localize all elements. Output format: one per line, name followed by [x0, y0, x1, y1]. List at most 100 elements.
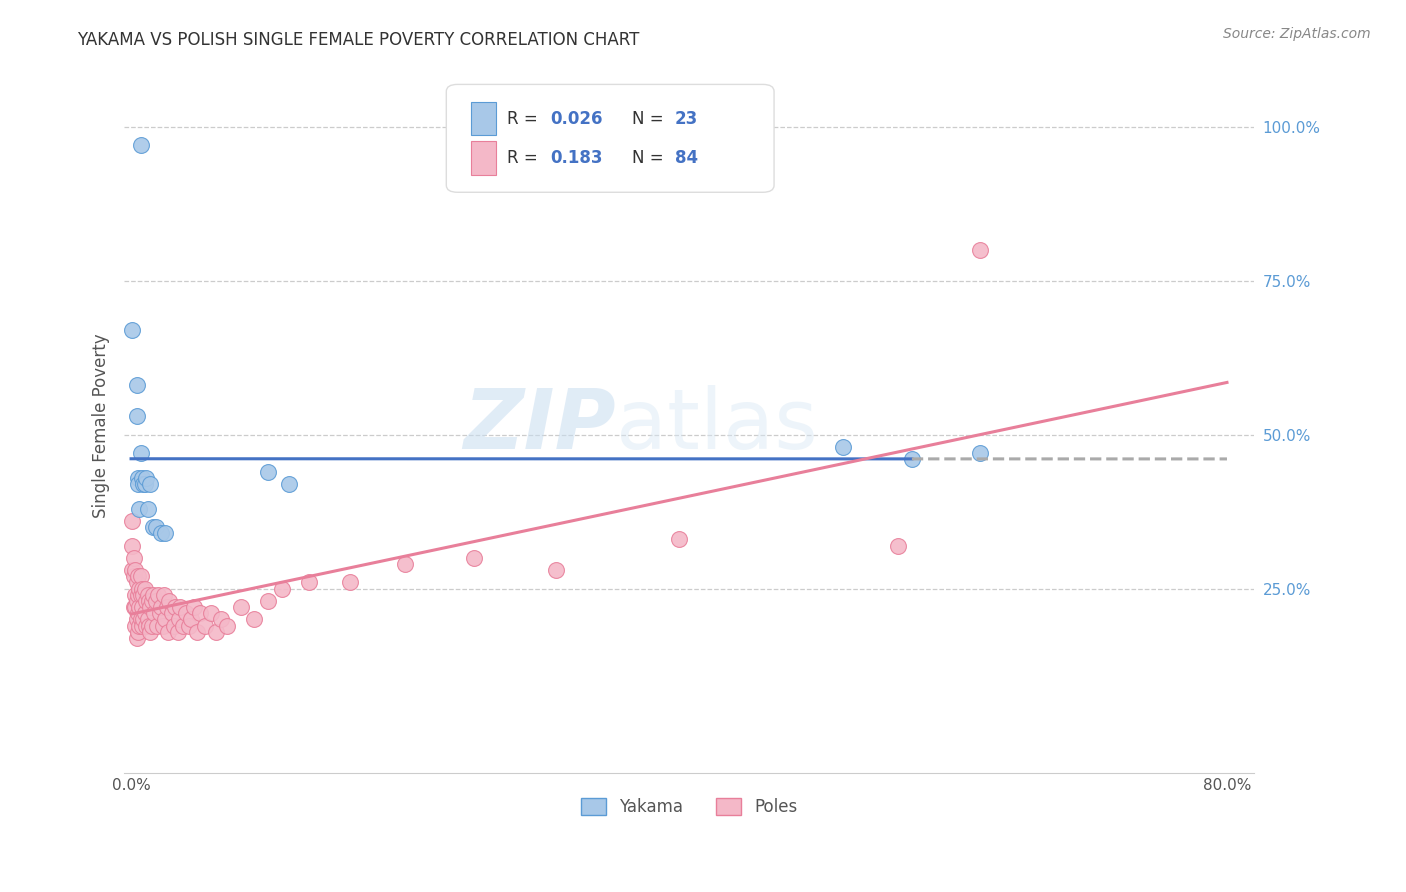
- Point: [887, 539, 910, 553]
- Point: [136, 588, 159, 602]
- Point: [139, 477, 162, 491]
- Point: [132, 612, 155, 626]
- Point: [124, 618, 146, 632]
- Point: [131, 471, 153, 485]
- Y-axis label: Single Female Poverty: Single Female Poverty: [93, 333, 110, 517]
- Text: 0.183: 0.183: [550, 149, 603, 167]
- Point: [141, 618, 163, 632]
- Point: [127, 624, 149, 639]
- Point: [125, 409, 148, 424]
- Point: [121, 323, 143, 337]
- Point: [177, 618, 200, 632]
- Point: [134, 607, 156, 621]
- FancyBboxPatch shape: [471, 142, 496, 175]
- Point: [186, 624, 208, 639]
- Point: [160, 607, 183, 621]
- Point: [668, 533, 690, 547]
- Point: [155, 612, 177, 626]
- Point: [121, 563, 143, 577]
- Point: [205, 624, 228, 639]
- Point: [148, 588, 170, 602]
- Point: [298, 575, 321, 590]
- Text: 0.026: 0.026: [550, 110, 603, 128]
- Point: [127, 569, 149, 583]
- Point: [159, 594, 181, 608]
- Point: [124, 600, 146, 615]
- Point: [969, 243, 991, 257]
- Point: [124, 588, 146, 602]
- Point: [132, 477, 155, 491]
- Text: YAKAMA VS POLISH SINGLE FEMALE POVERTY CORRELATION CHART: YAKAMA VS POLISH SINGLE FEMALE POVERTY C…: [77, 31, 640, 49]
- Point: [136, 501, 159, 516]
- Point: [152, 618, 174, 632]
- Point: [200, 607, 222, 621]
- Point: [157, 624, 180, 639]
- Point: [270, 582, 292, 596]
- Point: [128, 582, 150, 596]
- Point: [143, 607, 166, 621]
- Point: [127, 471, 149, 485]
- FancyBboxPatch shape: [471, 102, 496, 136]
- Point: [166, 624, 188, 639]
- Text: 23: 23: [675, 110, 697, 128]
- Point: [142, 520, 165, 534]
- Point: [129, 588, 152, 602]
- Point: [121, 514, 143, 528]
- Point: [215, 618, 238, 632]
- Point: [142, 588, 165, 602]
- Point: [122, 550, 145, 565]
- Point: [463, 550, 485, 565]
- Point: [211, 612, 233, 626]
- Point: [172, 618, 194, 632]
- Point: [832, 440, 855, 454]
- Point: [138, 594, 160, 608]
- Point: [134, 477, 156, 491]
- Point: [125, 575, 148, 590]
- Point: [163, 600, 186, 615]
- Point: [174, 607, 197, 621]
- Point: [149, 607, 172, 621]
- Point: [145, 520, 167, 534]
- Point: [257, 465, 280, 479]
- Point: [139, 600, 162, 615]
- Point: [122, 569, 145, 583]
- Point: [969, 446, 991, 460]
- Point: [180, 612, 202, 626]
- Text: N =: N =: [631, 110, 668, 128]
- Point: [139, 624, 162, 639]
- Point: [129, 446, 152, 460]
- Point: [127, 607, 149, 621]
- Point: [134, 582, 156, 596]
- Point: [128, 501, 150, 516]
- Point: [122, 600, 145, 615]
- Text: R =: R =: [508, 149, 548, 167]
- Text: Source: ZipAtlas.com: Source: ZipAtlas.com: [1223, 27, 1371, 41]
- Text: 84: 84: [675, 149, 697, 167]
- Point: [128, 618, 150, 632]
- Point: [544, 563, 567, 577]
- Point: [167, 612, 190, 626]
- Point: [125, 612, 148, 626]
- Text: ZIP: ZIP: [463, 385, 616, 466]
- Point: [243, 612, 266, 626]
- FancyBboxPatch shape: [446, 85, 775, 193]
- Point: [277, 477, 299, 491]
- Point: [129, 569, 152, 583]
- Point: [229, 600, 252, 615]
- Point: [131, 618, 153, 632]
- Point: [129, 612, 152, 626]
- Point: [127, 477, 149, 491]
- Point: [169, 600, 191, 615]
- Point: [153, 588, 176, 602]
- Point: [135, 594, 157, 608]
- Point: [131, 582, 153, 596]
- Point: [136, 612, 159, 626]
- Point: [162, 618, 184, 632]
- Point: [141, 594, 163, 608]
- Point: [194, 618, 217, 632]
- Point: [145, 594, 167, 608]
- Point: [150, 600, 173, 615]
- Text: R =: R =: [508, 110, 543, 128]
- Point: [155, 526, 177, 541]
- Point: [339, 575, 361, 590]
